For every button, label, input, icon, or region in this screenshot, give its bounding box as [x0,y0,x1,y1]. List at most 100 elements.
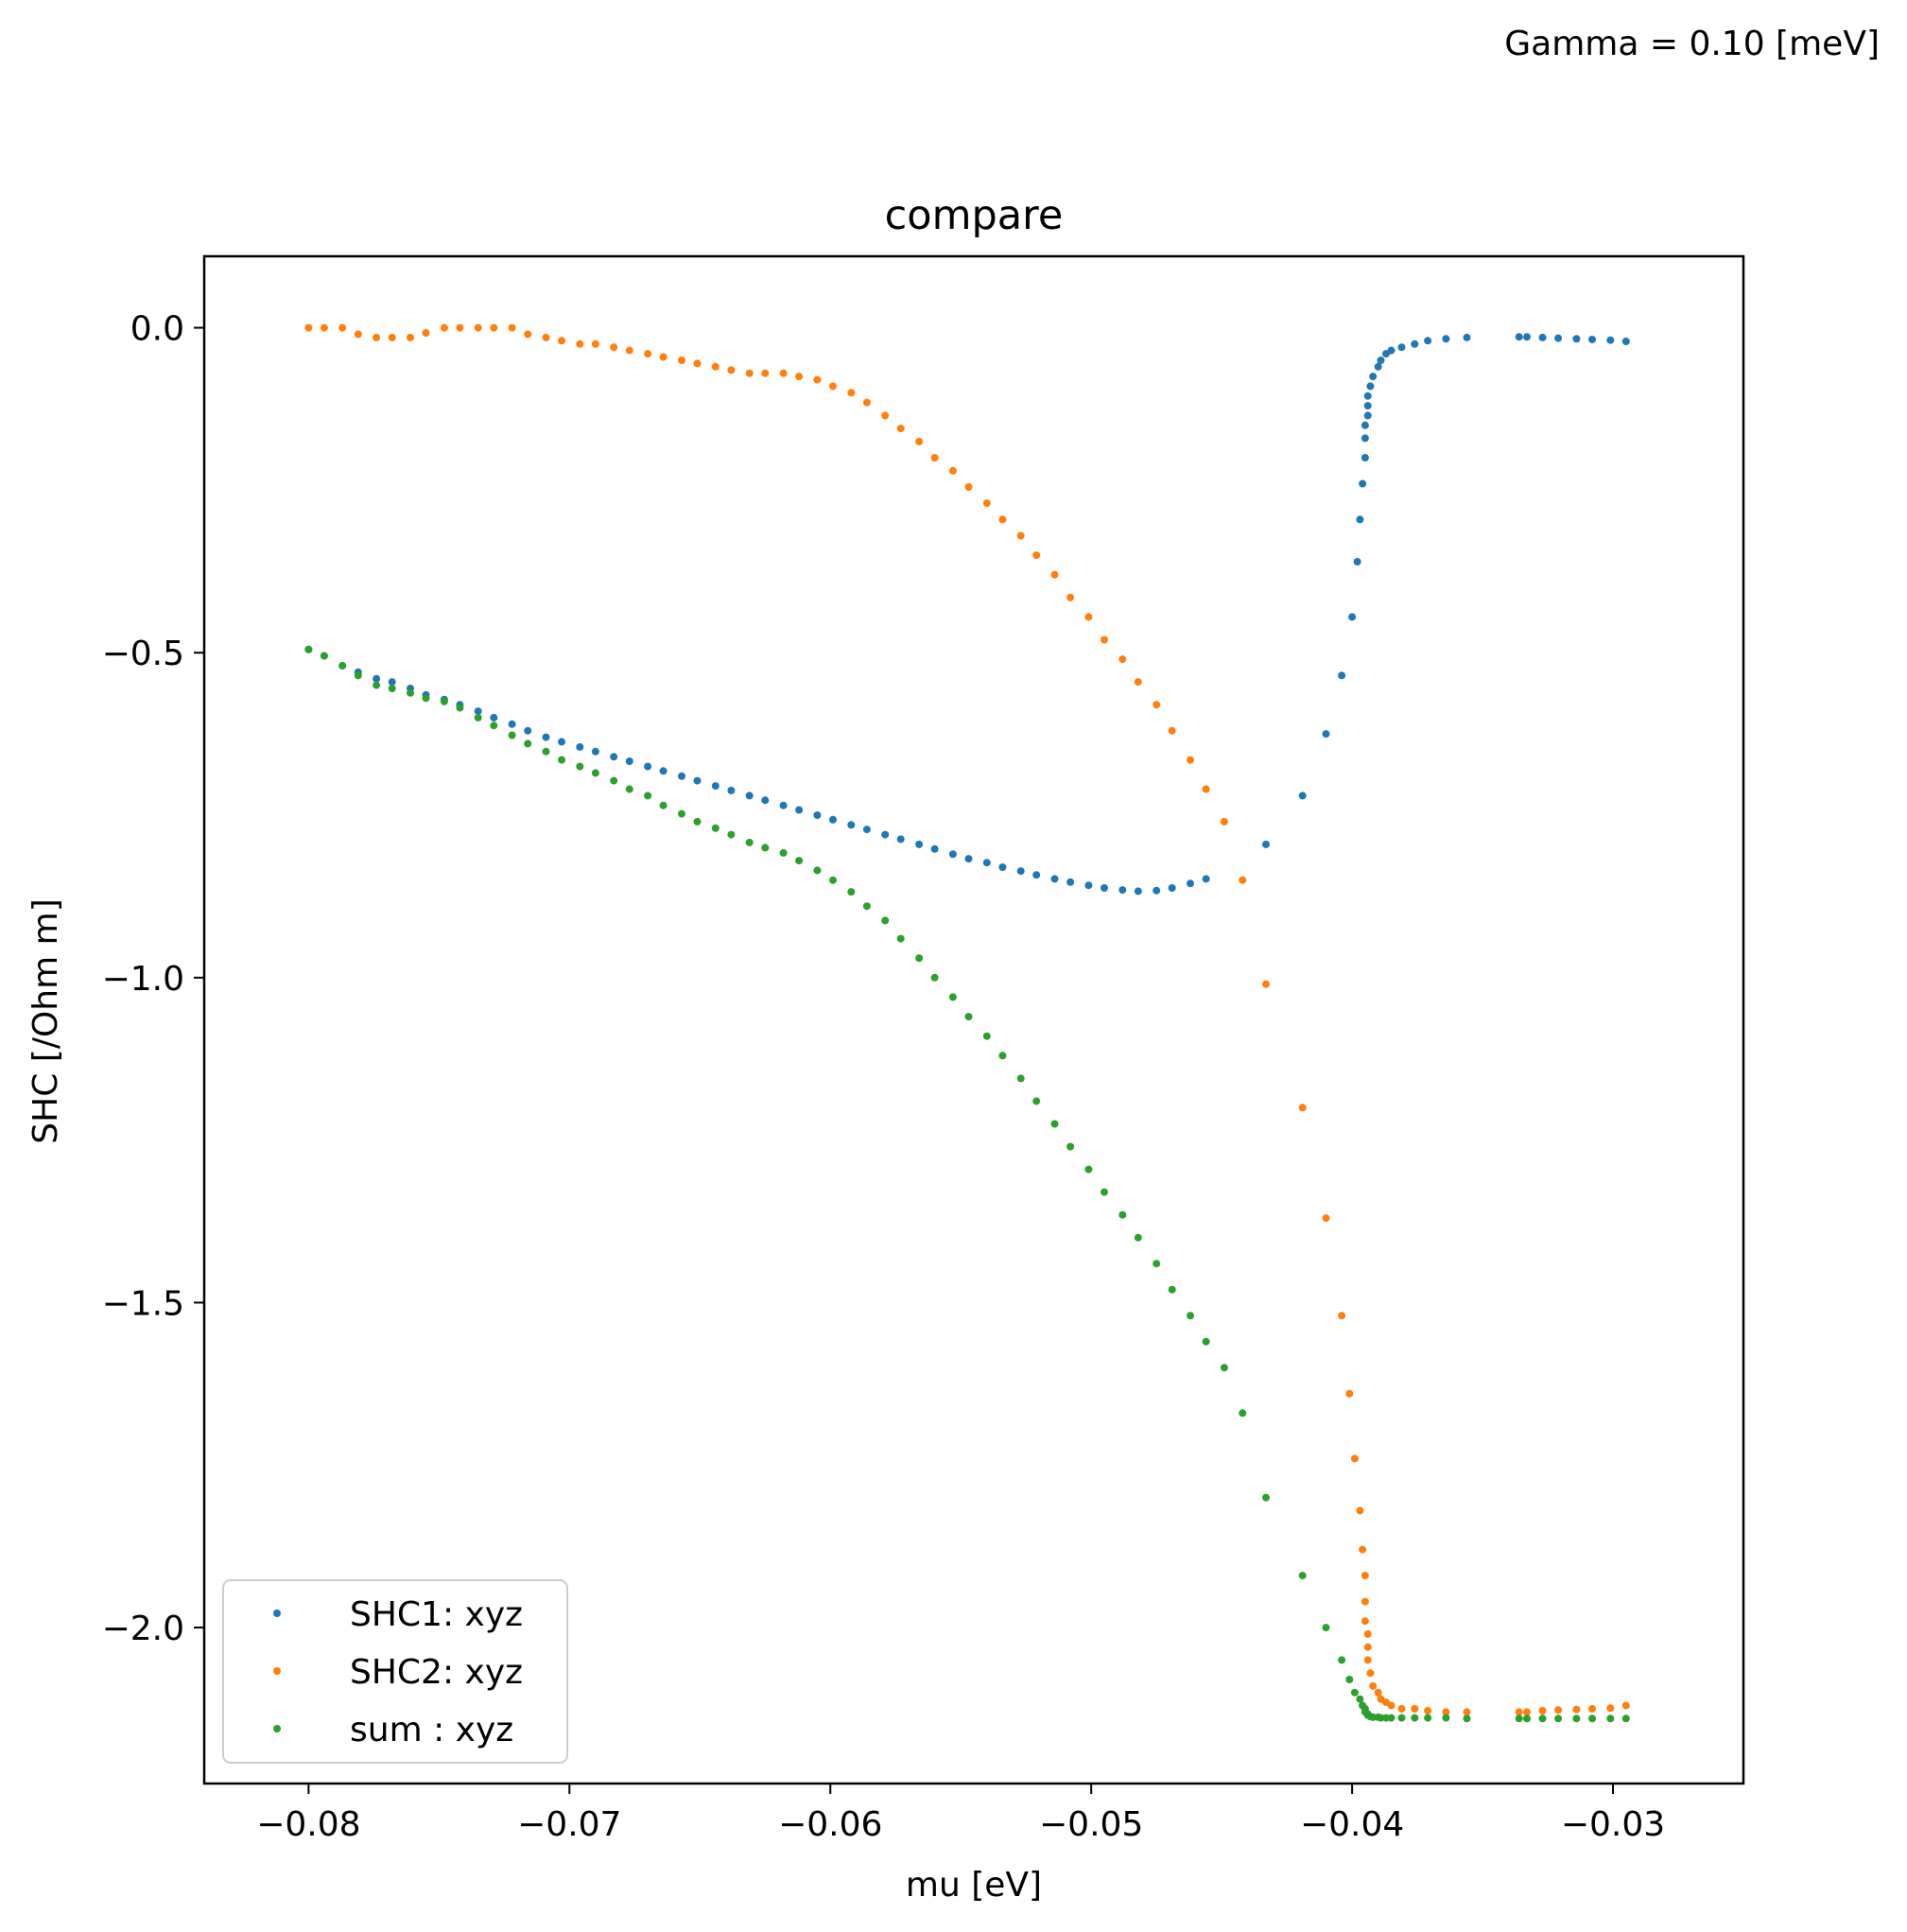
data-point-series-3 [373,681,381,689]
data-point-series-2 [964,483,973,491]
y-axis-label: SHC [/Ohm m] [26,898,65,1143]
data-point-series-2 [982,499,991,508]
data-point-series-1 [915,840,924,848]
data-point-series-1 [576,742,584,751]
data-point-series-1 [490,713,498,722]
data-point-series-2 [610,343,618,352]
data-point-series-1 [1442,335,1450,343]
data-point-series-3 [1523,1714,1531,1723]
data-point-series-1 [1348,613,1357,621]
data-point-series-3 [1168,1285,1176,1294]
data-point-series-1 [813,811,822,819]
data-point-series-1 [1374,362,1382,371]
data-point-series-2 [881,411,890,420]
y-tick-label: 0.0 [130,310,184,349]
data-point-series-1 [1363,402,1372,410]
data-point-series-3 [1050,1120,1059,1128]
data-point-series-3 [1356,1695,1364,1703]
data-point-series-1 [1361,434,1369,443]
legend-label-shc1: SHC1: xyz [350,1595,523,1634]
data-point-series-1 [1202,875,1210,883]
data-point-series-2 [1298,1104,1307,1112]
data-point-series-1 [829,815,837,824]
data-point-series-1 [1168,884,1176,892]
data-point-series-3 [474,713,482,722]
data-point-series-1 [508,720,516,728]
data-point-series-3 [1606,1714,1615,1723]
data-point-series-2 [761,369,770,377]
data-point-series-3 [1382,1714,1390,1722]
data-point-series-3 [1262,1493,1270,1502]
legend: SHC1: xyz SHC2: xyz sum : xyz [222,1579,568,1764]
data-point-series-2 [1515,1708,1523,1716]
x-tick-label: −0.08 [256,1805,360,1844]
data-point-series-2 [1363,1643,1372,1651]
data-point-series-2 [1356,1506,1364,1515]
data-point-series-1 [1363,392,1372,400]
data-point-series-1 [727,786,736,794]
data-point-series-2 [1016,531,1025,540]
data-point-series-2 [1363,1656,1372,1664]
data-point-series-2 [1572,1705,1581,1714]
data-point-series-3 [422,694,430,703]
data-point-series-1 [862,826,871,834]
data-point-series-1 [1101,884,1108,892]
data-point-series-2 [524,330,532,339]
data-point-series-1 [1359,479,1367,488]
data-point-series-2 [1345,1389,1354,1398]
data-point-series-1 [610,753,618,761]
data-point-series-1 [1338,671,1346,680]
data-point-series-3 [896,934,905,943]
legend-marker-sum [273,1725,281,1732]
y-tick-label: −0.5 [102,635,184,673]
data-point-series-1 [1050,875,1059,883]
data-point-series-1 [779,801,788,809]
data-point-series-1 [373,674,381,683]
data-point-series-2 [388,333,396,341]
data-point-series-1 [948,850,957,859]
data-point-series-3 [761,844,770,852]
x-tick-label: −0.05 [1039,1805,1143,1844]
data-point-series-3 [1298,1572,1307,1580]
data-point-series-1 [1322,730,1330,739]
data-point-series-3 [982,1032,991,1040]
data-point-series-3 [1572,1714,1581,1723]
data-point-series-1 [998,863,1007,871]
data-point-series-3 [1202,1337,1210,1346]
data-point-series-3 [930,973,939,982]
data-point-series-1 [542,733,550,741]
data-point-series-2 [678,357,685,364]
y-tick-label: −2.0 [102,1610,184,1648]
data-point-series-3 [1442,1714,1450,1722]
data-point-series-1 [1515,333,1523,341]
data-point-series-1 [1016,867,1025,876]
data-point-series-1 [625,757,633,765]
data-point-series-2 [1134,678,1142,687]
data-point-series-2 [591,339,599,348]
data-point-series-2 [1361,1617,1369,1626]
data-point-series-2 [1066,593,1075,601]
data-point-series-1 [1084,881,1093,890]
data-point-series-1 [795,806,804,814]
data-point-series-1 [678,772,685,780]
data-point-series-2 [1463,1708,1471,1716]
data-point-series-2 [1220,817,1228,826]
y-tick-label: −1.0 [102,960,184,999]
data-point-series-2 [1361,1597,1369,1606]
data-point-series-3 [354,671,362,680]
x-axis: −0.08 −0.07 −0.06 −0.05 −0.04 −0.03 [256,1784,1665,1844]
data-point-series-3 [678,809,685,818]
data-point-series-2 [354,330,362,339]
data-point-series-3 [1463,1714,1471,1723]
data-point-series-3 [490,722,498,730]
figure-annotation: Gamma = 0.10 [meV] [1504,25,1880,63]
data-point-series-2 [829,382,837,391]
data-point-series-2 [508,323,516,332]
data-point-series-1 [1588,336,1596,343]
data-point-series-2 [490,323,498,332]
data-point-series-2 [1424,1707,1432,1714]
data-points-layer [304,323,1630,1723]
data-point-series-3 [610,776,618,785]
data-point-series-1 [558,738,565,746]
data-point-series-3 [1538,1714,1547,1723]
